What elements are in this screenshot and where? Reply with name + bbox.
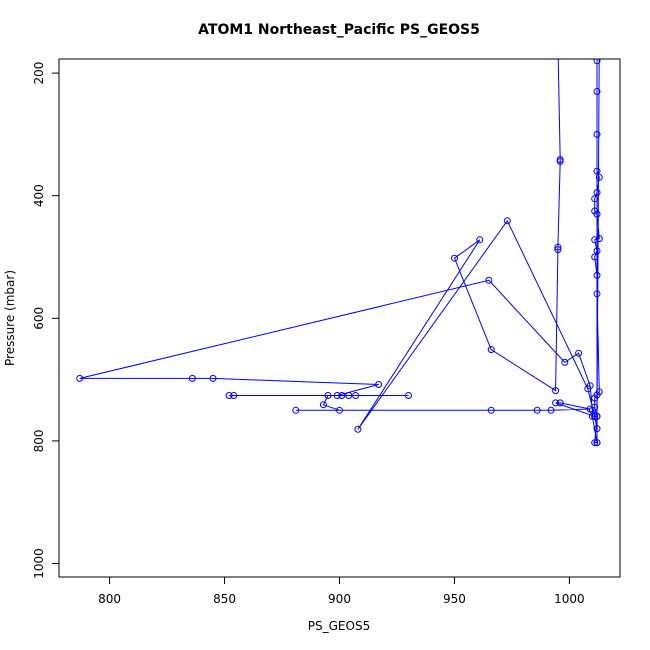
- data-point: [593, 290, 601, 298]
- data-point: [556, 156, 564, 163]
- data-point: [591, 236, 599, 244]
- data-point: [554, 243, 562, 251]
- x-tick-label: 800: [98, 592, 121, 606]
- data-point: [209, 374, 217, 382]
- data-point: [230, 392, 238, 399]
- data-point: [561, 358, 569, 366]
- data-point: [593, 167, 601, 175]
- data-point: [487, 346, 495, 354]
- data-point: [586, 405, 594, 413]
- data-point: [593, 271, 601, 279]
- data-point: [405, 392, 412, 399]
- data-point: [354, 425, 362, 433]
- data-point: [225, 392, 233, 399]
- chart-title: ATOM1 Northeast_Pacific PS_GEOS5: [198, 22, 480, 38]
- data-point: [594, 39, 600, 45]
- data-point: [503, 217, 511, 225]
- data-point: [596, 39, 602, 45]
- data-point: [593, 130, 601, 138]
- x-axis-label: PS_GEOS5: [308, 619, 370, 633]
- data-point: [552, 387, 560, 395]
- data-point: [593, 425, 601, 433]
- data-point: [593, 189, 601, 197]
- data-point: [451, 254, 458, 262]
- data-point: [292, 406, 300, 414]
- data-point: [575, 349, 583, 357]
- y-axis: 200 400 600 800 1000: [32, 62, 60, 579]
- data-point: [591, 412, 599, 420]
- x-tick-label: 950: [443, 592, 466, 606]
- plot-area: [76, 39, 603, 447]
- data-point: [593, 439, 601, 447]
- data-point: [375, 381, 383, 388]
- data-point: [76, 374, 84, 382]
- data-point: [591, 394, 599, 402]
- plot-frame: [58, 58, 621, 578]
- data-point: [556, 399, 564, 407]
- data-point: [591, 253, 599, 261]
- data-point: [552, 399, 560, 407]
- data-point: [591, 439, 599, 447]
- data-point: [324, 392, 332, 399]
- x-tick-label: 900: [328, 592, 351, 606]
- data-point: [593, 247, 601, 255]
- y-tick-label: 1000: [32, 548, 46, 579]
- data-point: [533, 406, 541, 414]
- data-point: [547, 406, 555, 414]
- x-tick-label: 850: [213, 592, 236, 606]
- data-point: [593, 59, 601, 65]
- x-tick-label: 1000: [554, 592, 585, 606]
- y-tick-label: 400: [32, 184, 46, 207]
- data-point: [319, 401, 327, 409]
- data-point: [345, 392, 353, 399]
- data-point: [595, 235, 603, 243]
- data-point: [593, 88, 601, 95]
- data-point: [591, 195, 599, 203]
- data-point: [188, 374, 196, 382]
- data-point: [338, 392, 346, 399]
- data-point: [594, 39, 600, 45]
- data-point: [584, 385, 592, 393]
- data-point: [487, 406, 495, 414]
- data-point: [593, 210, 601, 218]
- data-point: [595, 173, 603, 181]
- y-axis-label: Pressure (mbar): [3, 270, 17, 366]
- y-tick-label: 600: [32, 307, 46, 330]
- data-point: [485, 276, 493, 284]
- data-point: [593, 412, 601, 420]
- data-point: [554, 246, 562, 254]
- y-tick-label: 800: [32, 429, 46, 452]
- data-point: [476, 236, 484, 244]
- data-point: [333, 392, 341, 399]
- series-line: [79, 59, 600, 444]
- data-point: [556, 157, 564, 165]
- x-axis: 800 850 900 950 1000: [98, 576, 585, 606]
- data-point: [555, 39, 561, 45]
- y-tick-label: 200: [32, 62, 46, 85]
- data-point: [352, 392, 360, 399]
- data-point: [336, 406, 343, 414]
